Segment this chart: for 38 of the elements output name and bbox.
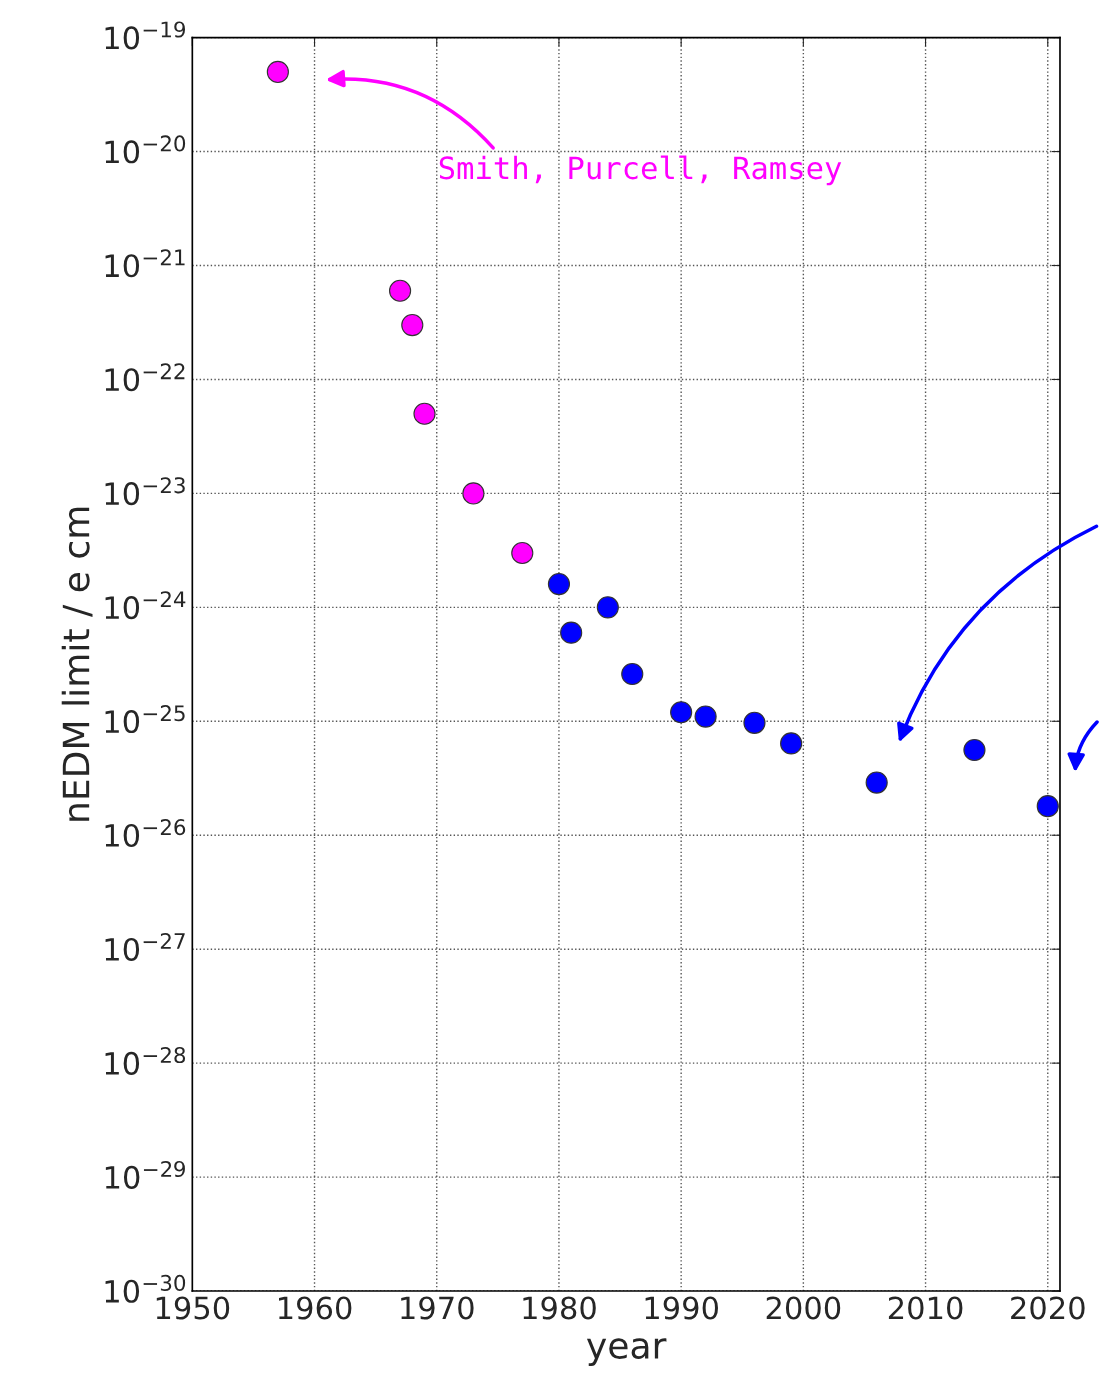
point xyxy=(780,732,803,755)
point xyxy=(1036,795,1059,818)
x-tick-label: 1990 xyxy=(645,1296,718,1320)
y-tick-label: 10$^{−23}$ xyxy=(105,477,185,506)
x-tick-label: 1970 xyxy=(401,1296,474,1320)
point xyxy=(670,701,693,724)
y-axis-title: nEDM limit / e cm xyxy=(61,507,93,821)
x-tick-label: 2010 xyxy=(888,1296,963,1320)
point xyxy=(560,621,583,644)
y-tick-label: 10$^{−28}$ xyxy=(105,1046,186,1075)
point xyxy=(547,573,571,596)
x-axis-title: year xyxy=(586,1338,667,1366)
y-tick-label: 10$^{−21}$ xyxy=(105,249,185,278)
y-tick-label: 10$^{−22}$ xyxy=(105,363,185,392)
x-tick-label: 2000 xyxy=(766,1296,841,1320)
point xyxy=(511,541,534,565)
point xyxy=(621,662,644,686)
point xyxy=(743,711,766,734)
point xyxy=(266,60,289,83)
y-tick-label: 10$^{−27}$ xyxy=(105,932,185,961)
point xyxy=(865,771,888,794)
y-tick-label: 10$^{−24}$ xyxy=(105,591,186,620)
y-tick-label: 10$^{−25}$ xyxy=(105,705,185,734)
y-tick-label: 10$^{−19}$ xyxy=(105,21,186,50)
annotation: Smith, Purcell, Ramsey xyxy=(439,155,842,186)
x-tick-label: 1960 xyxy=(279,1296,352,1320)
point xyxy=(694,705,717,728)
x-tick-label: 2020 xyxy=(1011,1296,1085,1320)
y-tick-label: 10$^{−29}$ xyxy=(105,1160,185,1189)
y-tick-label: 10$^{−20}$ xyxy=(105,135,186,164)
point xyxy=(462,482,485,505)
point xyxy=(596,596,619,619)
y-tick-label: 10$^{−26}$ xyxy=(105,819,186,848)
x-tick-label: 1980 xyxy=(523,1296,596,1320)
point xyxy=(963,738,986,762)
point xyxy=(388,279,412,302)
point xyxy=(401,313,424,337)
point xyxy=(413,402,436,425)
